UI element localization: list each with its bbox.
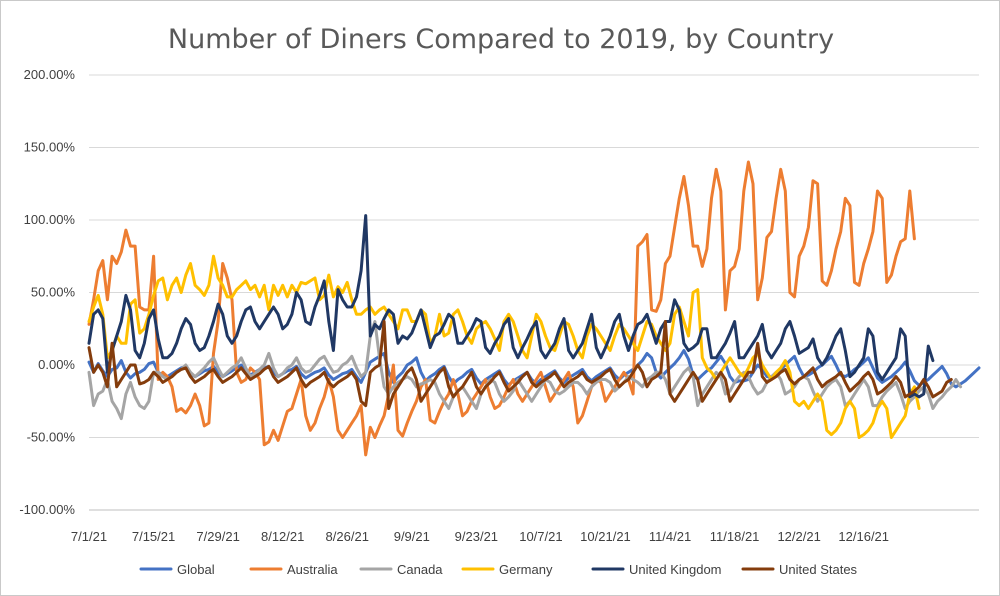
x-tick-label: 9/23/21 [455, 529, 498, 544]
y-tick-label: 50.00% [31, 285, 76, 300]
series-line-canada [87, 320, 963, 421]
y-tick-label: 100.00% [24, 212, 76, 227]
legend-label: Germany [499, 562, 553, 577]
y-axis-ticks: 200.00% 150.00% 100.00% 50.00% 0.00% -50.00% -… [19, 67, 75, 517]
legend-label: Canada [397, 562, 443, 577]
x-tick-label: 11/4/21 [649, 529, 691, 544]
y-tick-label: 0.00% [38, 357, 75, 372]
x-tick-label: 7/1/21 [71, 529, 107, 544]
x-tick-label: 11/18/21 [710, 529, 760, 544]
x-tick-label: 8/26/21 [326, 529, 369, 544]
series-line-germany [87, 254, 921, 439]
y-tick-label: -50.00% [27, 430, 76, 445]
legend-label: United Kingdom [629, 562, 722, 577]
x-tick-label: 10/7/21 [519, 529, 562, 544]
y-tick-label: 200.00% [24, 67, 76, 82]
legend-label: Global [177, 562, 215, 577]
legend-label: Australia [287, 562, 338, 577]
x-tick-label: 9/9/21 [394, 529, 430, 544]
x-tick-label: 12/2/21 [777, 529, 820, 544]
y-tick-label: -100.00% [19, 502, 75, 517]
series-line-united-kingdom [87, 214, 935, 399]
series-lines [87, 160, 981, 457]
x-tick-label: 7/29/21 [196, 529, 239, 544]
x-tick-label: 7/15/21 [132, 529, 175, 544]
legend-label: United States [779, 562, 858, 577]
series-line-united-states [87, 320, 953, 410]
legend: Global Australia Canada Germany United Kingd… [139, 562, 858, 577]
gridlines [89, 74, 979, 511]
x-axis-ticks: 7/1/21 7/15/21 7/29/21 8/12/21 8/26/21 9/9/21… [71, 529, 889, 544]
chart-title: Number of Diners Compared to 2019, by Co… [168, 24, 834, 55]
x-tick-label: 8/12/21 [261, 529, 304, 544]
series-line-australia [87, 160, 916, 457]
x-tick-label: 12/16/21 [838, 529, 889, 544]
x-tick-label: 10/21/21 [580, 529, 631, 544]
y-tick-label: 150.00% [24, 140, 76, 155]
